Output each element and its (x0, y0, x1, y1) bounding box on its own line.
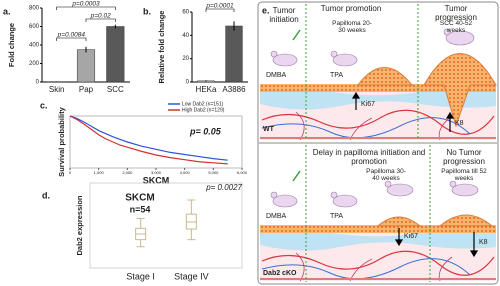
x-tick-label: Stage IV (174, 271, 209, 281)
stage-label: Tumor initiation (269, 6, 299, 24)
bar (76, 49, 96, 83)
legend-label: Low Dab2 (n=151) (182, 101, 224, 107)
marker: Ki67 (404, 233, 418, 240)
y-tick-label: 400 (29, 43, 40, 49)
x-tick-label: 0 (69, 170, 72, 175)
x-tick-label: A3886 (222, 85, 246, 94)
survival-curve (69, 115, 228, 165)
x-tick-label: 4,000 (180, 170, 191, 175)
syringe (292, 29, 301, 182)
x-tick-label: 1,000 (94, 170, 105, 175)
y-tick-label: 200 (29, 61, 40, 67)
significance-bracket (56, 37, 87, 41)
y-axis-label: Dab2 expression (75, 195, 84, 255)
x-tick-label: Pap (79, 85, 94, 94)
bar (106, 26, 125, 83)
panel-label: c. (40, 100, 48, 110)
stage-label: Tumor promotion (320, 4, 382, 13)
p-value: p= 0.0027 (205, 183, 242, 192)
p-value: p=0.0084 (57, 32, 86, 39)
significance-bracket (205, 8, 235, 12)
chart-title: SKCM (125, 193, 154, 204)
x-tick-label: 6,000 (237, 170, 248, 175)
plot-frame (89, 182, 243, 269)
stage-note: Papilloma 20-30 weeks (332, 20, 372, 34)
mice (270, 28, 479, 208)
y-tick-label: 60 (182, 10, 189, 16)
y-tick-label: 0 (36, 80, 40, 86)
marker: Ki67 (361, 101, 375, 108)
stage-note: Papilloma till 52 weeks (441, 168, 487, 182)
marker: K8 (455, 120, 464, 127)
stage-label: Tumor progression (435, 4, 477, 22)
stage-label: No Tumor progression (443, 148, 485, 166)
x-axis-label: SKCM (143, 175, 170, 185)
x-tick-label: Skin (49, 85, 65, 94)
x-tick-label: 5,000 (208, 170, 219, 175)
genotype: WT (263, 126, 275, 133)
panel-label: b. (143, 6, 151, 16)
stage-note: SCC 40-52 weeks (439, 20, 473, 34)
treatment: DMBA (266, 213, 287, 220)
stage-label: Delay in papilloma initiation and promot… (312, 148, 426, 166)
p-value: p= 0.05 (189, 126, 222, 136)
p-value: p=0.0003 (71, 1, 100, 8)
treatment: TPA (330, 213, 343, 220)
arrows (351, 91, 479, 258)
marker: K8 (479, 239, 488, 246)
x-tick-label: HEKa (196, 85, 217, 94)
plot-frame (69, 115, 243, 169)
survival-curve (69, 115, 228, 161)
panel-label: e. (262, 5, 270, 15)
significance-bracket (85, 18, 116, 22)
stage-note: Papilloma 30-40 weeks (366, 168, 406, 182)
chart-subtitle: n=54 (130, 204, 151, 214)
papilloma (438, 214, 494, 227)
treatment: TPA (330, 72, 343, 79)
p-value: p=0.02 (90, 13, 111, 20)
y-axis-label: Fold change (7, 23, 16, 67)
panel-label: d. (42, 190, 50, 200)
genotype: Dab2 cKO (263, 270, 297, 277)
y-axis-label: Survival probability (57, 106, 66, 176)
x-tick-label: 2,000 (122, 170, 133, 175)
x-tick-label: SCC (107, 85, 124, 94)
bar (225, 25, 243, 83)
x-tick-label: 3,000 (151, 170, 162, 175)
x-tick-label: Stage I (126, 271, 155, 281)
y-tick-label: 40 (182, 33, 189, 39)
papilloma (357, 67, 414, 86)
y-tick-label: 600 (29, 24, 40, 30)
papilloma (376, 216, 422, 227)
treatment: DMBA (266, 72, 287, 79)
significance-bracket (56, 6, 116, 10)
y-tick-label: 800 (29, 6, 40, 12)
scc-tumor (423, 53, 497, 128)
p-value: p=0.0001 (205, 3, 234, 10)
panel-label: a. (3, 6, 11, 16)
y-tick-label: 20 (182, 56, 189, 62)
legend-label: High Dab2 (n=129) (182, 107, 225, 113)
y-axis-label: Relative fold change (157, 11, 166, 84)
y-tick-label: 0 (186, 80, 190, 86)
